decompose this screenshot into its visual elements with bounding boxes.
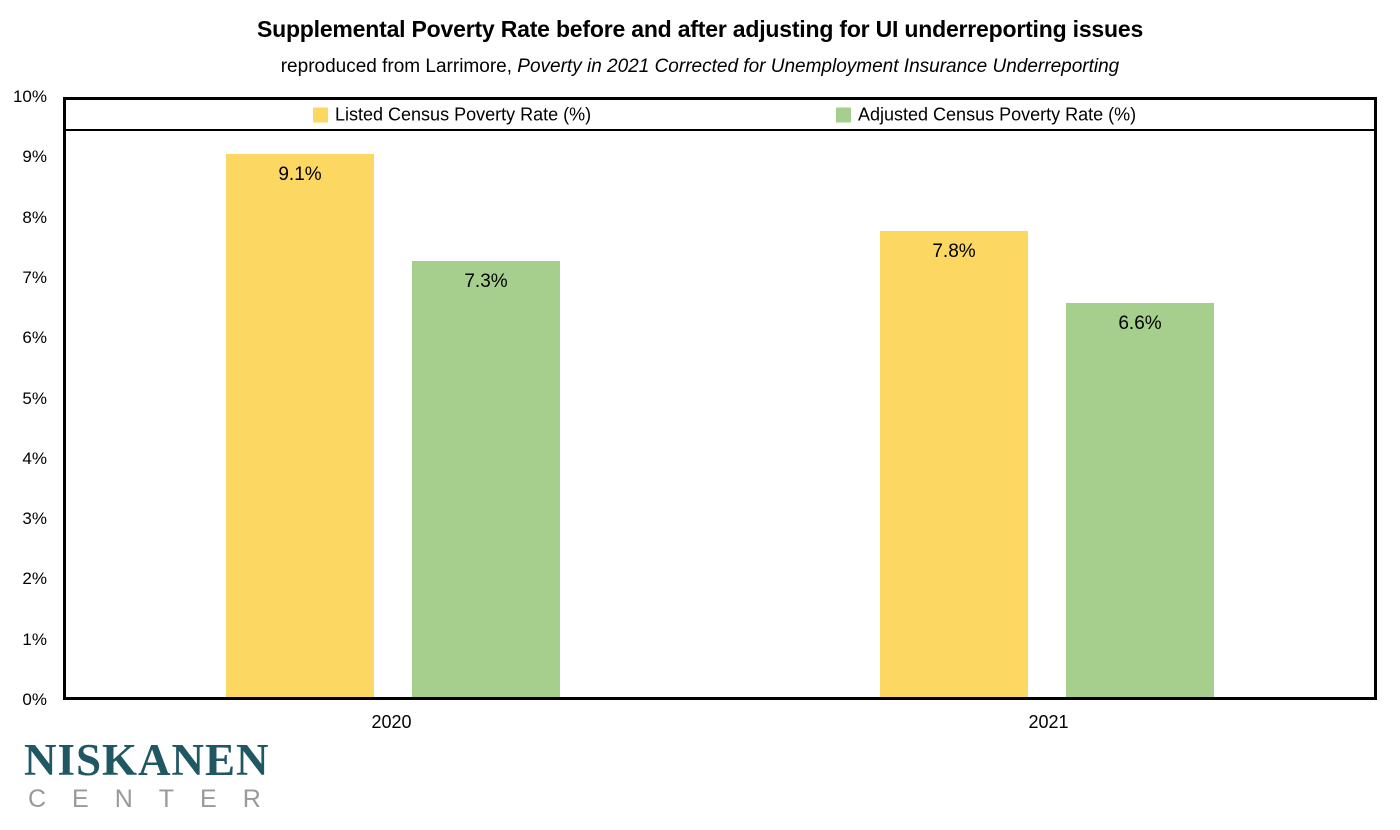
bars-layer: 9.1% 7.3% 7.8% 6.6% [66, 100, 1374, 697]
y-axis-tick-label: 5% [22, 388, 47, 408]
logo-subline: CENTER [28, 785, 287, 814]
legend-label-adjusted: Adjusted Census Poverty Rate (%) [858, 104, 1137, 124]
legend-swatch-adjusted-icon [836, 107, 851, 122]
logo-wordmark: NISKANEN [24, 735, 270, 785]
plot-area: 9.1% 7.3% 7.8% 6.6% Listed Census Poverty R… [63, 97, 1377, 700]
y-axis-tick-label: 9% [22, 147, 47, 167]
bar-2020-adjusted: 7.3% [412, 261, 560, 697]
y-axis-tick-label: 6% [22, 328, 47, 348]
legend: Listed Census Poverty Rate (%) Adjusted … [66, 100, 1374, 131]
bar-value-label: 9.1% [278, 163, 322, 185]
chart-subtitle-regular: reproduced from Larrimore, [280, 56, 518, 77]
niskanen-center-logo: NISKANEN CENTER [24, 735, 287, 814]
x-axis: 2020 2021 [63, 712, 1377, 738]
legend-swatch-listed-icon [313, 107, 328, 122]
y-axis-tick-label: 2% [22, 569, 47, 589]
y-axis-tick-label: 0% [22, 690, 47, 709]
bar-value-label: 7.8% [932, 241, 976, 263]
legend-label-listed: Listed Census Poverty Rate (%) [335, 104, 592, 124]
y-axis-tick-label: 10% [12, 87, 47, 106]
chart-subtitle: reproduced from Larrimore, Poverty in 20… [0, 56, 1400, 78]
legend-item-adjusted: Adjusted Census Poverty Rate (%) [836, 104, 1136, 125]
x-axis-label-2020: 2020 [371, 712, 412, 732]
y-axis-tick-label: 8% [22, 207, 47, 227]
y-axis-tick-label: 3% [22, 509, 47, 529]
x-axis-label-2021: 2021 [1028, 712, 1069, 732]
bar-2020-listed: 9.1% [226, 153, 374, 697]
bar-value-label: 7.3% [464, 271, 508, 293]
chart-title: Supplemental Poverty Rate before and aft… [256, 16, 1144, 42]
legend-item-listed: Listed Census Poverty Rate (%) [313, 104, 591, 125]
bar-value-label: 6.6% [1118, 312, 1162, 334]
y-axis-tick-label: 1% [22, 629, 47, 649]
y-axis-tick-label: 7% [22, 267, 47, 287]
bar-2021-listed: 7.8% [880, 231, 1028, 697]
bar-2021-adjusted: 6.6% [1066, 302, 1214, 697]
y-axis: 0% 1% 2% 3% 4% 5% 6% 7% 8% 9% 10% [0, 87, 55, 709]
chart-subtitle-italic: Poverty in 2021 Corrected for Unemployme… [517, 56, 1120, 77]
y-axis-tick-label: 4% [22, 448, 47, 468]
